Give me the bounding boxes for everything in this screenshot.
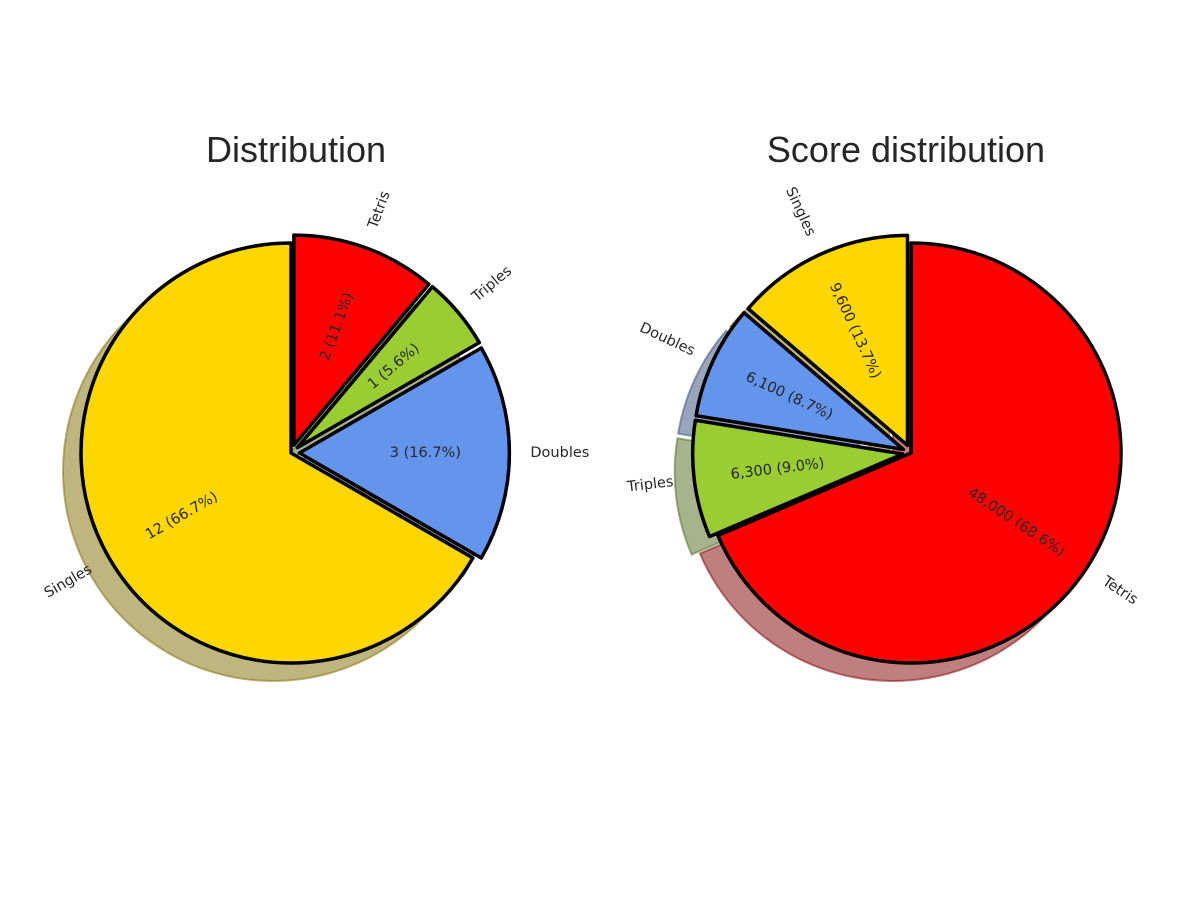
slice-label-tetris: Tetris [1099,573,1141,608]
slice-label-triples: Triples [468,263,515,306]
chart-title: Score distribution [767,129,1045,170]
slice-label-doubles: Doubles [637,320,697,359]
slice-label-triples: Triples [625,474,674,496]
slice-singles [79,241,475,665]
slice-label-singles: Singles [42,562,95,602]
slice-tetris [292,233,431,447]
chart-title: Distribution [206,129,386,170]
slice-label-doubles: Doubles [530,445,589,461]
slice-value-label-doubles: 3 (16.7%) [390,445,461,461]
slice-singles [746,233,910,448]
slice-triples [690,418,905,539]
slice-doubles [297,346,512,560]
pie-slices [690,233,1123,665]
slice-triples [295,284,482,450]
slice-label-tetris: Tetris [365,189,394,232]
pie-slices [79,233,512,665]
slice-doubles [694,310,906,452]
slice-label-singles: Singles [782,185,818,239]
slice-tetris [716,241,1123,665]
